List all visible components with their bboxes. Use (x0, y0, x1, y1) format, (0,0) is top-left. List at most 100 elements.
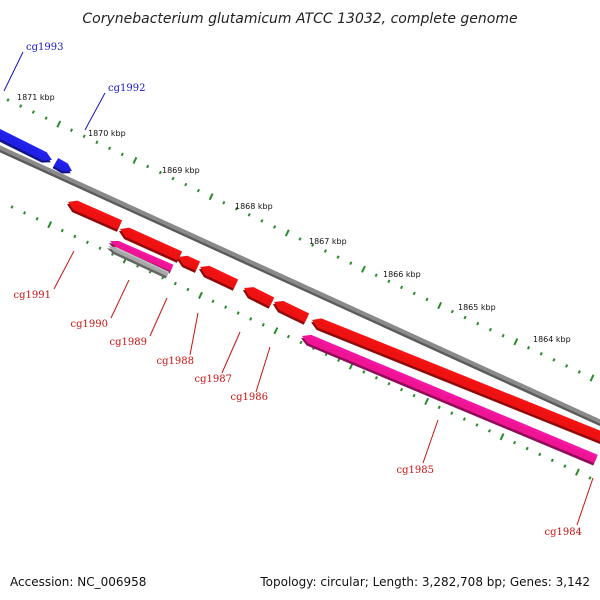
inner-minor-tick (73, 234, 77, 239)
outer-minor-tick (387, 279, 391, 284)
inner-minor-tick (211, 299, 215, 304)
gene-cg1991-feature[interactable] (65, 197, 123, 232)
inner-minor-tick (525, 446, 529, 451)
gene-arrow-highlight (186, 255, 201, 265)
outer-minor-tick (44, 116, 48, 120)
gene-label-cg1990[interactable]: cg1990 (71, 319, 108, 330)
outer-minor-tick (298, 237, 302, 241)
gene-label-cg1988[interactable]: cg1988 (157, 356, 194, 367)
outer-major-tick (56, 120, 62, 128)
outer-minor-tick (95, 140, 99, 145)
gene-cg1984-feature[interactable] (299, 332, 598, 466)
gene-cg1993-feature[interactable] (0, 126, 54, 166)
gene-cg1989-feature[interactable] (117, 224, 183, 263)
inner-minor-tick (550, 458, 554, 463)
gene-label-leader (422, 419, 439, 464)
outer-minor-tick (19, 104, 23, 108)
gene-label-cg1991[interactable]: cg1991 (14, 290, 51, 301)
inner-major-tick (575, 468, 580, 476)
backbone-line (0, 145, 600, 424)
gene-arrow-highlight (320, 318, 600, 439)
gene-arrow-highlight (56, 158, 68, 166)
inner-minor-tick (261, 323, 265, 327)
inner-minor-tick (10, 205, 14, 209)
tick-label: 1869 kbp (162, 166, 200, 175)
gene-arrow-highlight (0, 126, 47, 155)
outer-major-tick (589, 374, 595, 382)
gene-arrow-highlight (282, 300, 310, 317)
gene-cg1986-feature-a[interactable] (241, 284, 275, 309)
inner-minor-tick (98, 246, 102, 251)
outer-major-tick (437, 301, 443, 310)
outer-tick-ring (6, 98, 595, 382)
inner-minor-tick (85, 240, 89, 245)
inner-minor-tick (437, 405, 441, 410)
gene-label-leader (255, 346, 271, 393)
outer-minor-tick (196, 188, 200, 193)
outer-minor-tick (146, 164, 150, 169)
inner-minor-tick (249, 317, 253, 321)
gene-label-leader (221, 331, 241, 374)
gene-cg1992-feature[interactable] (52, 158, 75, 177)
gene-label-cg1992[interactable]: cg1992 (108, 83, 145, 94)
gene-label-leader (576, 477, 594, 526)
tick-label-group: 1871 kbp 1870 kbp 1869 kbp 1868 kbp 1867 kbp… (17, 93, 571, 344)
inner-tick-ring (10, 205, 592, 480)
inner-minor-tick (35, 216, 39, 221)
inner-minor-tick (399, 387, 404, 392)
gene-cg1987-feature[interactable] (197, 262, 239, 291)
inner-minor-tick (173, 281, 177, 286)
inner-minor-tick (412, 393, 416, 398)
outer-minor-tick (476, 321, 480, 326)
inner-minor-tick (23, 211, 27, 215)
gene-label-leader (53, 250, 75, 290)
gene-arrow-body (200, 265, 239, 289)
gene-arrow-body (120, 227, 183, 261)
outer-minor-tick (552, 358, 556, 362)
inner-minor-tick (337, 358, 341, 362)
gene-label-leader (189, 312, 199, 356)
inner-minor-tick (299, 340, 303, 345)
gene-feature-group (0, 126, 600, 466)
outer-minor-tick (526, 345, 531, 350)
outer-minor-tick (577, 370, 581, 374)
inner-minor-tick (387, 381, 391, 386)
gene-label-cg1985[interactable]: cg1985 (397, 465, 434, 476)
outer-minor-tick (247, 213, 251, 217)
outer-minor-tick (69, 128, 74, 133)
tick-label: 1871 kbp (17, 93, 55, 102)
outer-minor-tick (260, 219, 264, 223)
gene-label-cg1987[interactable]: cg1987 (195, 374, 232, 385)
inner-major-tick (273, 327, 279, 335)
outer-minor-tick (565, 364, 569, 368)
gene-cg1985-feature[interactable] (309, 315, 600, 447)
gene-cg1988-feature[interactable] (175, 252, 201, 273)
outer-major-tick (208, 193, 214, 201)
gene-label-cg1989[interactable]: cg1989 (110, 337, 147, 348)
gene-label-cg1993[interactable]: cg1993 (26, 42, 63, 53)
outer-minor-tick (488, 327, 492, 332)
inner-minor-tick (60, 228, 64, 233)
outer-minor-tick (450, 309, 454, 314)
gene-arrow-body (244, 287, 275, 307)
outer-minor-tick (349, 261, 353, 265)
gene-cg1990-rna-feature[interactable] (106, 244, 170, 279)
outer-minor-tick (400, 285, 404, 290)
inner-minor-tick (538, 452, 542, 457)
outer-minor-tick (171, 176, 175, 181)
outer-major-tick (132, 156, 138, 165)
accession-text: Accession: NC_006958 (10, 575, 146, 589)
outer-minor-tick (463, 315, 467, 320)
gene-cg1986-feature-b[interactable] (271, 298, 310, 325)
gene-label-cg1984[interactable]: cg1984 (545, 527, 582, 538)
inner-minor-tick (475, 423, 479, 427)
inner-major-tick (47, 221, 53, 229)
inner-minor-tick (588, 476, 592, 480)
inner-minor-tick (450, 411, 454, 415)
gene-arrow-body (108, 246, 170, 277)
outer-minor-tick (311, 243, 315, 247)
gene-label-leader (149, 297, 168, 337)
gene-label-cg1986[interactable]: cg1986 (231, 392, 268, 403)
outer-minor-tick (273, 225, 277, 229)
